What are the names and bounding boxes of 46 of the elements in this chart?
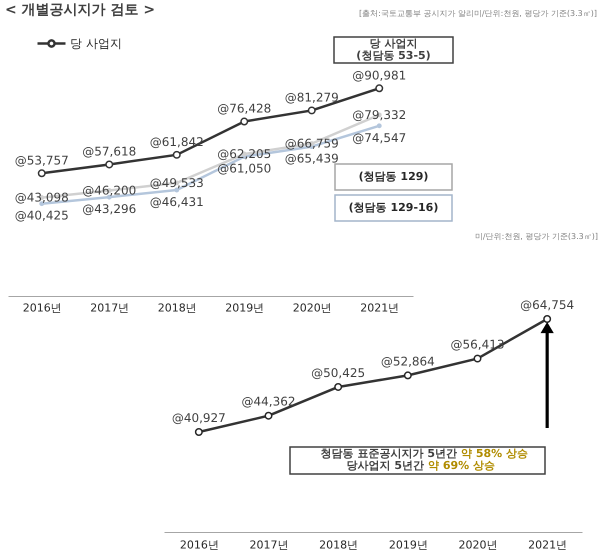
data-label: @74,547: [352, 130, 406, 145]
data-label: @44,362: [242, 394, 296, 409]
annotation: (청담동 129-16): [348, 201, 438, 214]
data-label: @57,618: [82, 144, 136, 158]
data-label: @62,205: [217, 146, 272, 161]
text: 청담동 표준공시지가 5년간: [320, 447, 457, 460]
chart-title: < 개별공시지가 검토 >: [5, 2, 156, 18]
x-tick-label: 2018년: [319, 538, 358, 552]
data-label: @43,296: [82, 202, 136, 216]
data-label: @65,439: [284, 152, 339, 166]
x-tick-label: 2021년: [360, 302, 400, 314]
data-label: @81,279: [284, 90, 339, 104]
data-label: @53,757: [14, 153, 69, 168]
x-tick-label: 2019년: [225, 302, 264, 314]
x-tick-label: 2020년: [458, 538, 498, 552]
annotation: (청담동 129): [358, 170, 428, 183]
data-label: @90,981: [352, 68, 406, 82]
data-label: @46,431: [150, 194, 204, 209]
data-label: @64,754: [520, 298, 574, 312]
text: 당 사업지 (청담동 53-5): [356, 37, 431, 62]
text: 미/단위:천원, 평당가 기준(3.3㎡)]: [474, 232, 598, 241]
x-tick-label: 2018년: [158, 302, 197, 314]
data-label: @43,098: [14, 190, 69, 205]
data-label: @66,759: [284, 136, 339, 151]
data-label: @76,428: [217, 102, 272, 116]
data-label: @46,200: [82, 184, 136, 198]
data-label: @49,533: [150, 176, 204, 190]
text: 약 58% 상승: [461, 447, 528, 460]
text: [출처:국토교통부 공시지가 알리미/단위:천원, 평당가 기준(3.3㎡)]: [358, 9, 597, 18]
x-tick-label: 2017년: [90, 302, 130, 314]
x-tick-label: 2017년: [250, 538, 288, 552]
text: 당사업지 5년간: [346, 459, 424, 472]
data-label: @61,842: [150, 134, 204, 149]
data-label: @61,050: [217, 162, 272, 176]
data-label: @52,864: [380, 354, 435, 368]
data-label: @40,927: [172, 411, 226, 425]
data-label: @79,332: [352, 108, 406, 122]
x-tick-label: 2019년: [388, 538, 428, 552]
x-tick-label: 2021년: [528, 538, 568, 552]
data-label: @50,425: [311, 366, 366, 380]
text: 약 69% 상승: [428, 459, 495, 472]
x-tick-label: 2016년: [22, 302, 62, 314]
legend-label: 당 사업지: [70, 36, 122, 50]
data-label: @40,425: [14, 208, 69, 223]
x-tick-label: 2016년: [180, 538, 219, 552]
x-tick-label: 2020년: [292, 302, 332, 314]
